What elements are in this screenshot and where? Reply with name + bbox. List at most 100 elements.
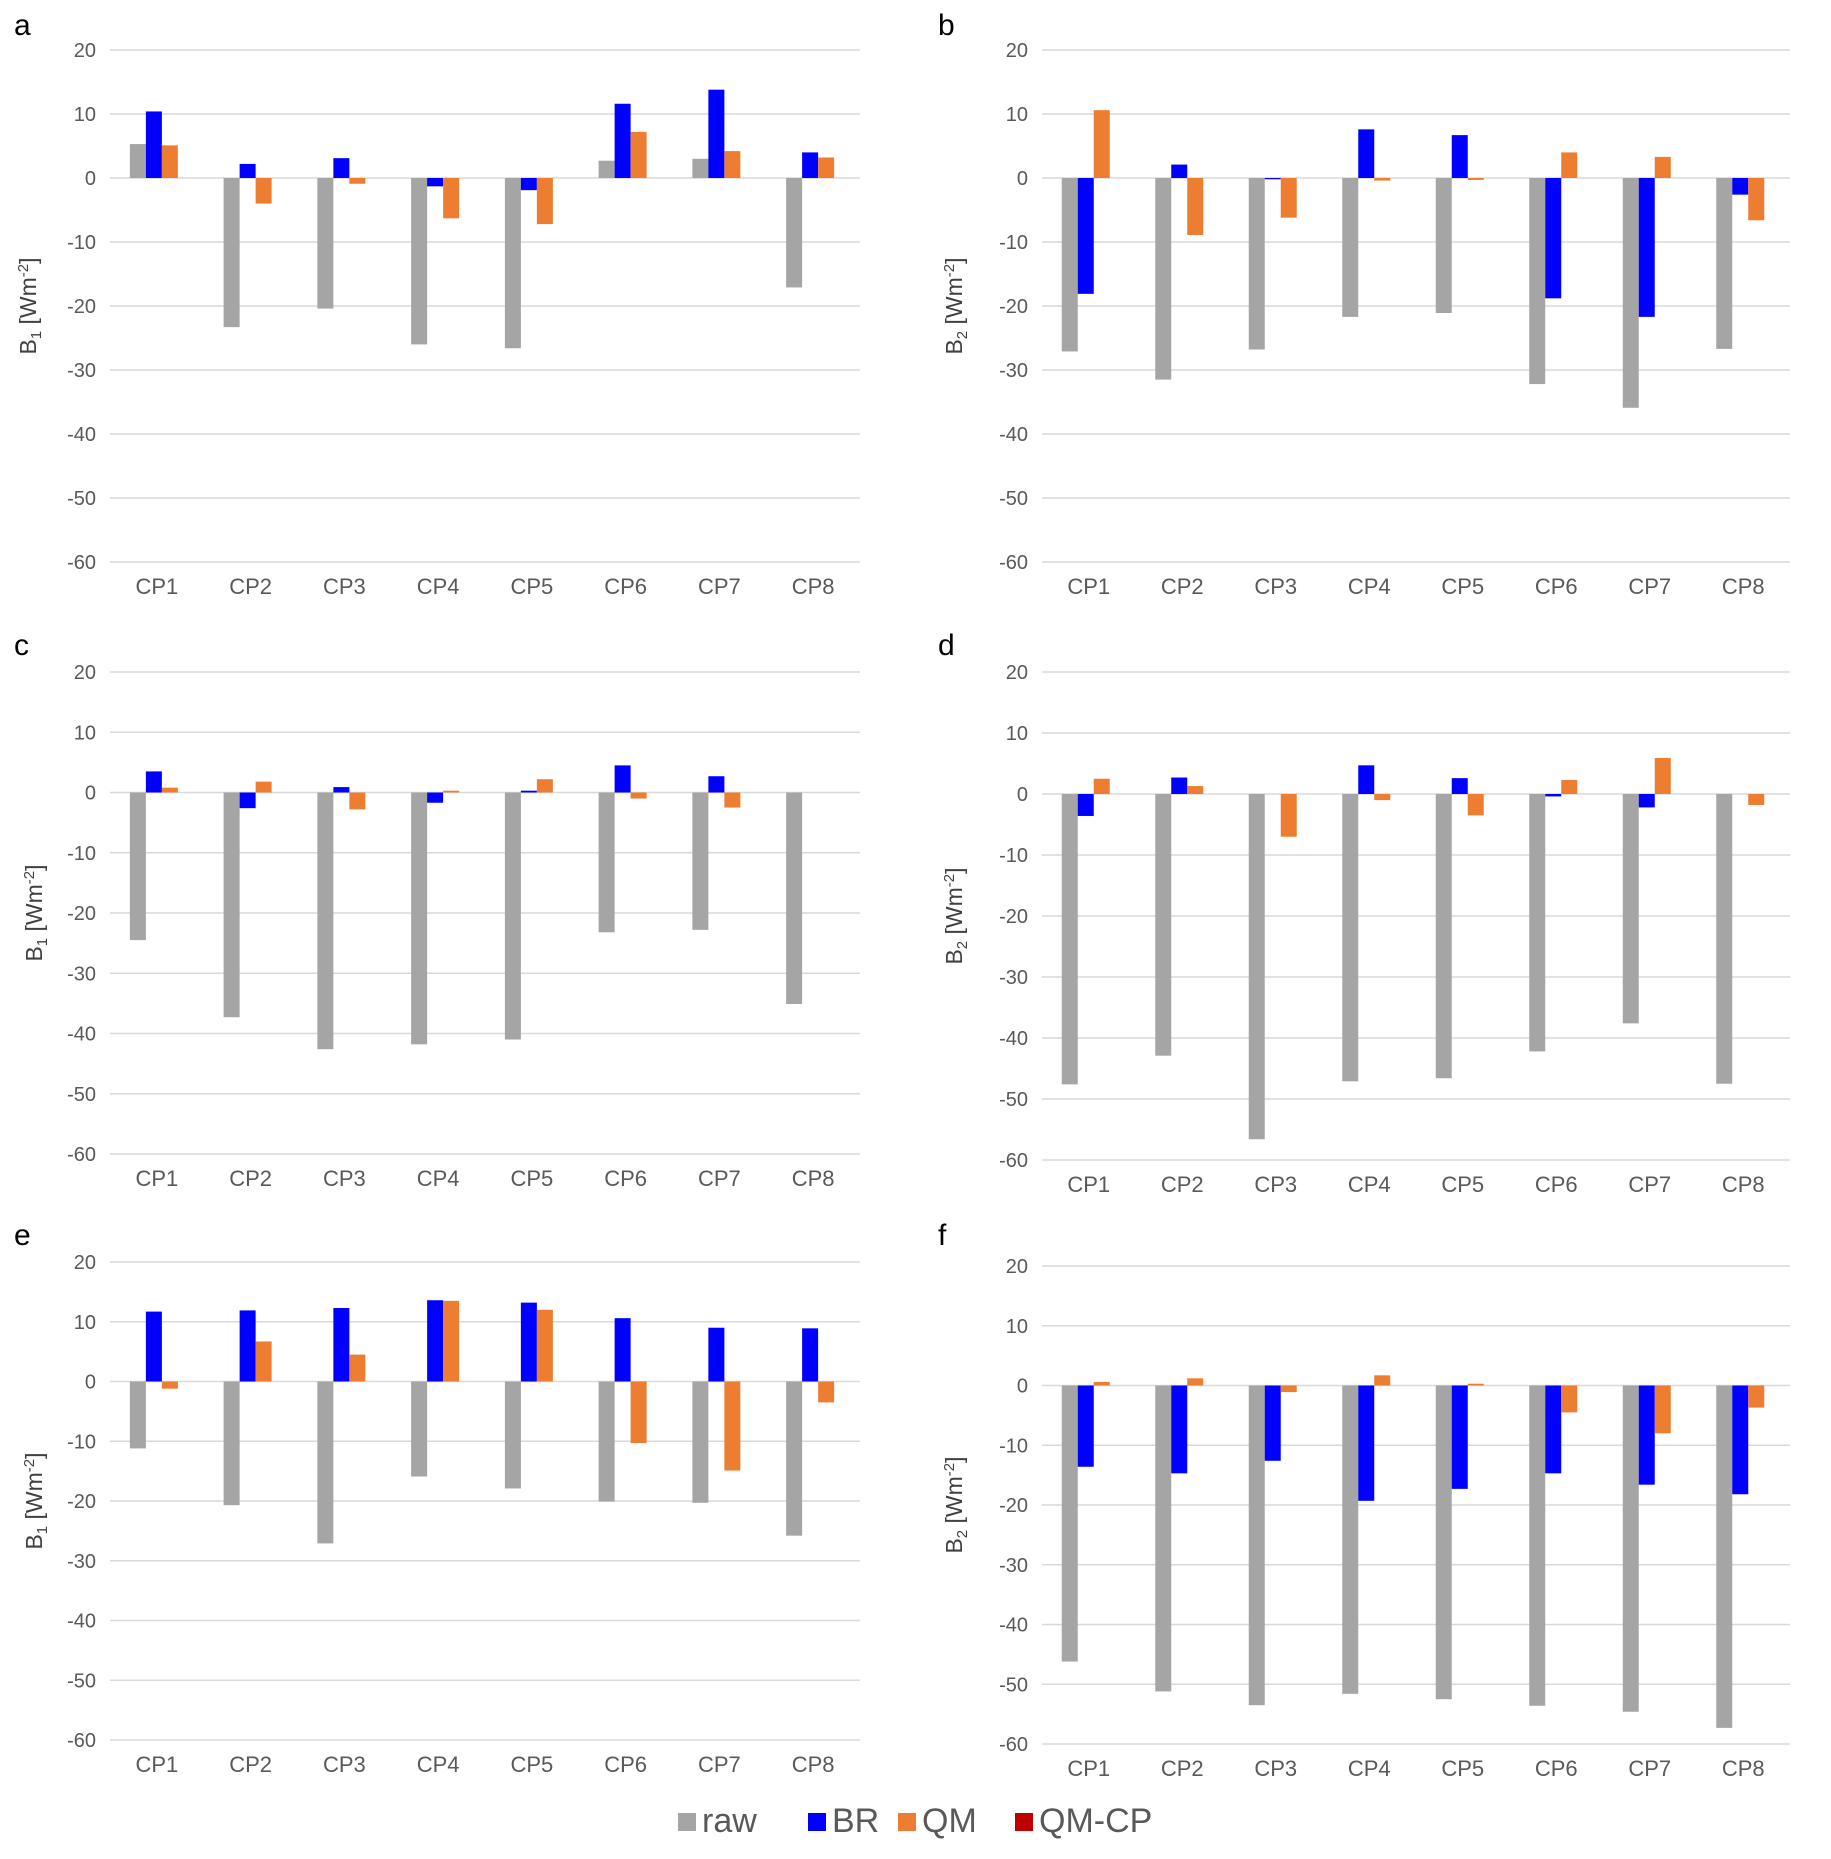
bar-qm-cp1 <box>161 787 178 793</box>
panel-letter: d <box>938 629 955 662</box>
x-tick-label: CP5 <box>510 574 553 599</box>
x-tick-label: CP5 <box>1441 574 1484 599</box>
bar-raw-cp2 <box>223 178 240 328</box>
bar-br-cp6 <box>1545 794 1562 797</box>
y-axis-label-main: B <box>941 339 967 354</box>
bar-br-cp6 <box>614 103 631 178</box>
y-axis-label-unit: [Wm <box>15 277 41 331</box>
bar-br-cp3 <box>1264 1385 1281 1461</box>
x-tick-label: CP4 <box>417 1752 460 1777</box>
bar-raw-cp1 <box>1061 794 1078 1085</box>
bar-br-cp6 <box>614 765 631 793</box>
x-tick-label: CP1 <box>1067 574 1110 599</box>
y-tick-label: 10 <box>74 1312 96 1334</box>
y-tick-label: -50 <box>67 1084 96 1106</box>
bar-raw-cp5 <box>1435 1385 1452 1700</box>
bar-qm-cp7 <box>1654 758 1671 794</box>
bar-raw-cp3 <box>317 792 334 1050</box>
bar-raw-cp6 <box>1529 1385 1546 1706</box>
legend: raw BR QM QM-CP <box>678 1802 1152 1840</box>
bar-raw-cp3 <box>1248 1385 1265 1706</box>
y-axis-label-main: B <box>941 949 967 964</box>
x-tick-label: CP8 <box>1722 1172 1765 1197</box>
x-tick-label: CP3 <box>1254 1172 1297 1197</box>
y-tick-label: -50 <box>999 1674 1028 1696</box>
bar-raw-cp1 <box>1061 1385 1078 1662</box>
y-tick-label: -30 <box>999 1555 1028 1577</box>
bar-br-cp1 <box>1077 178 1094 294</box>
panel-f: f 20 10 0 -10 -20 -30 -40 -50 -60 B2 [Wm-2] CP1 CP2 C… <box>938 1219 1790 1781</box>
y-tick-label: -10 <box>999 1435 1028 1457</box>
y-axis-label: B2 [Wm-2] <box>941 867 971 964</box>
bar-raw-cp1 <box>129 792 146 941</box>
y-axis-label-unit: [Wm <box>21 884 47 938</box>
x-tick-label: CP5 <box>510 1166 553 1191</box>
bar-raw-cp2 <box>223 792 240 1018</box>
y-tick-label: -40 <box>999 1028 1028 1050</box>
bar-br-cp4 <box>1358 129 1375 178</box>
y-tick-label: 20 <box>74 40 96 62</box>
bar-raw-cp3 <box>317 178 334 309</box>
bar-qm-cp7 <box>724 792 741 808</box>
bar-qm-cp6 <box>1561 1385 1578 1413</box>
y-axis-label-main: B <box>941 1538 967 1553</box>
y-tick-label: -40 <box>67 424 96 446</box>
x-tick-label: CP3 <box>323 1752 366 1777</box>
bar-qm-cp2 <box>1187 786 1204 794</box>
bar-raw-cp4 <box>411 178 428 345</box>
y-tick-label: -60 <box>67 1144 96 1166</box>
bar-qm-cp3 <box>349 178 366 184</box>
bar-qm-cp5 <box>1467 1383 1484 1386</box>
bar-br-cp8 <box>802 152 819 178</box>
bar-raw-cp6 <box>598 1381 615 1502</box>
bar-br-cp7 <box>708 89 725 178</box>
bar-qm-cp4 <box>443 790 460 793</box>
bar-br-cp1 <box>1077 1385 1094 1467</box>
bar-br-cp6 <box>1545 1385 1562 1474</box>
bar-raw-cp1 <box>1061 178 1078 352</box>
bar-raw-cp4 <box>411 792 428 1045</box>
y-tick-label: -10 <box>999 845 1028 867</box>
bar-raw-cp8 <box>1716 1385 1733 1728</box>
bar-raw-cp4 <box>1342 1385 1359 1694</box>
bar-raw-cp7 <box>692 792 709 930</box>
bar-qm-cp1 <box>1093 1381 1110 1386</box>
bar-qm-cp8 <box>1748 794 1765 805</box>
bar-br-cp2 <box>1171 777 1188 794</box>
x-tick-label: CP8 <box>792 1166 835 1191</box>
y-axis-label-sup: -2 <box>941 264 958 277</box>
bar-br-cp4 <box>1358 1385 1375 1501</box>
y-tick-label: -30 <box>67 1551 96 1573</box>
y-tick-label: -10 <box>67 843 96 865</box>
bar-br-cp5 <box>520 790 537 793</box>
y-axis-label-sup: -2 <box>941 874 958 887</box>
bar-qm-cp6 <box>630 1381 647 1444</box>
y-axis-label-sub: 2 <box>954 1530 971 1538</box>
bar-br-cp5 <box>520 178 537 191</box>
bar-qm-cp5 <box>1467 178 1484 180</box>
bar-qm-cp8 <box>1748 178 1765 221</box>
bar-qm-cp1 <box>161 145 178 178</box>
bar-qm-cp2 <box>255 1341 272 1382</box>
y-tick-label: -50 <box>67 488 96 510</box>
bar-br-cp4 <box>427 1300 444 1382</box>
bar-qm-cp7 <box>724 151 741 178</box>
y-tick-label: -50 <box>67 1670 96 1692</box>
x-tick-label: CP3 <box>1254 1756 1297 1781</box>
bar-qm-cp3 <box>349 792 366 810</box>
bar-qm-cp6 <box>630 131 647 178</box>
x-tick-label: CP2 <box>229 1752 272 1777</box>
y-axis-label-close: ] <box>21 864 47 870</box>
bar-raw-cp2 <box>1155 178 1172 380</box>
x-tick-label: CP2 <box>229 574 272 599</box>
bar-raw-cp1 <box>129 144 146 178</box>
y-tick-label: -10 <box>999 232 1028 254</box>
bar-qm-cp6 <box>1561 779 1578 794</box>
x-tick-label: CP6 <box>1535 1756 1578 1781</box>
y-tick-label: 10 <box>74 104 96 126</box>
bar-br-cp5 <box>1451 135 1468 178</box>
y-axis-label-unit: [Wm <box>941 887 967 941</box>
bar-qm-cp8 <box>818 1381 835 1403</box>
y-tick-label: 0 <box>1017 784 1028 806</box>
bar-raw-cp7 <box>692 1381 709 1503</box>
